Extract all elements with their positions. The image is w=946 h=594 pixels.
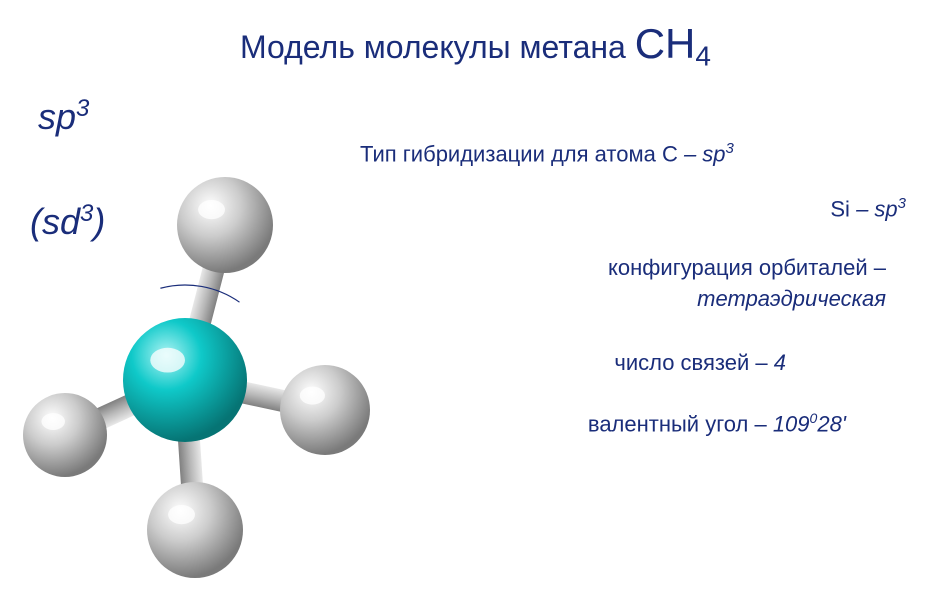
atom-h	[177, 177, 273, 273]
title-text: Модель молекулы метана	[240, 29, 626, 65]
info5-b: 109	[773, 411, 810, 436]
info5-c: 28'	[817, 411, 846, 436]
formula-ch: CH	[635, 20, 696, 67]
atom-h	[23, 393, 107, 477]
info3-b: тетраэдрическая	[608, 286, 886, 312]
sp3-sup: 3	[76, 95, 89, 122]
info3-a: конфигурация орбиталей –	[608, 255, 886, 280]
atom-highlight	[168, 505, 195, 524]
sp3-label: sp3	[38, 95, 89, 138]
info4-b: 4	[774, 350, 786, 375]
info2-sup: 3	[898, 195, 906, 212]
molecule-diagram	[10, 160, 390, 580]
atom-h	[147, 482, 243, 578]
info-hybridization-c: Тип гибридизации для атома C – sp3	[360, 140, 734, 167]
info-configuration: конфигурация орбиталей – тетраэдрическая	[608, 255, 886, 312]
info1-a: Тип гибридизации для атома C	[360, 141, 684, 166]
info2-a: Si	[830, 196, 856, 221]
info-hybridization-si: Si – sp3	[830, 195, 906, 222]
atom-highlight	[41, 413, 65, 430]
info2-b: – sp	[856, 196, 898, 221]
info1-b: – sp	[684, 141, 726, 166]
info-bond-angle: валентный угол – 109028'	[588, 410, 846, 437]
atom-highlight	[300, 387, 325, 405]
info4-a: число связей –	[614, 350, 773, 375]
atom-c	[123, 318, 247, 442]
formula-sub: 4	[695, 40, 711, 71]
page-title: Модель молекулы метана CH4	[240, 20, 711, 72]
sp3-prefix: sp	[38, 96, 76, 137]
atom-h	[280, 365, 370, 455]
info1-sup: 3	[726, 140, 734, 157]
atoms-group	[23, 177, 370, 578]
atom-highlight	[198, 200, 225, 219]
atom-highlight	[150, 348, 185, 373]
info5-a: валентный угол –	[588, 411, 773, 436]
info-bond-count: число связей – 4	[614, 350, 786, 376]
